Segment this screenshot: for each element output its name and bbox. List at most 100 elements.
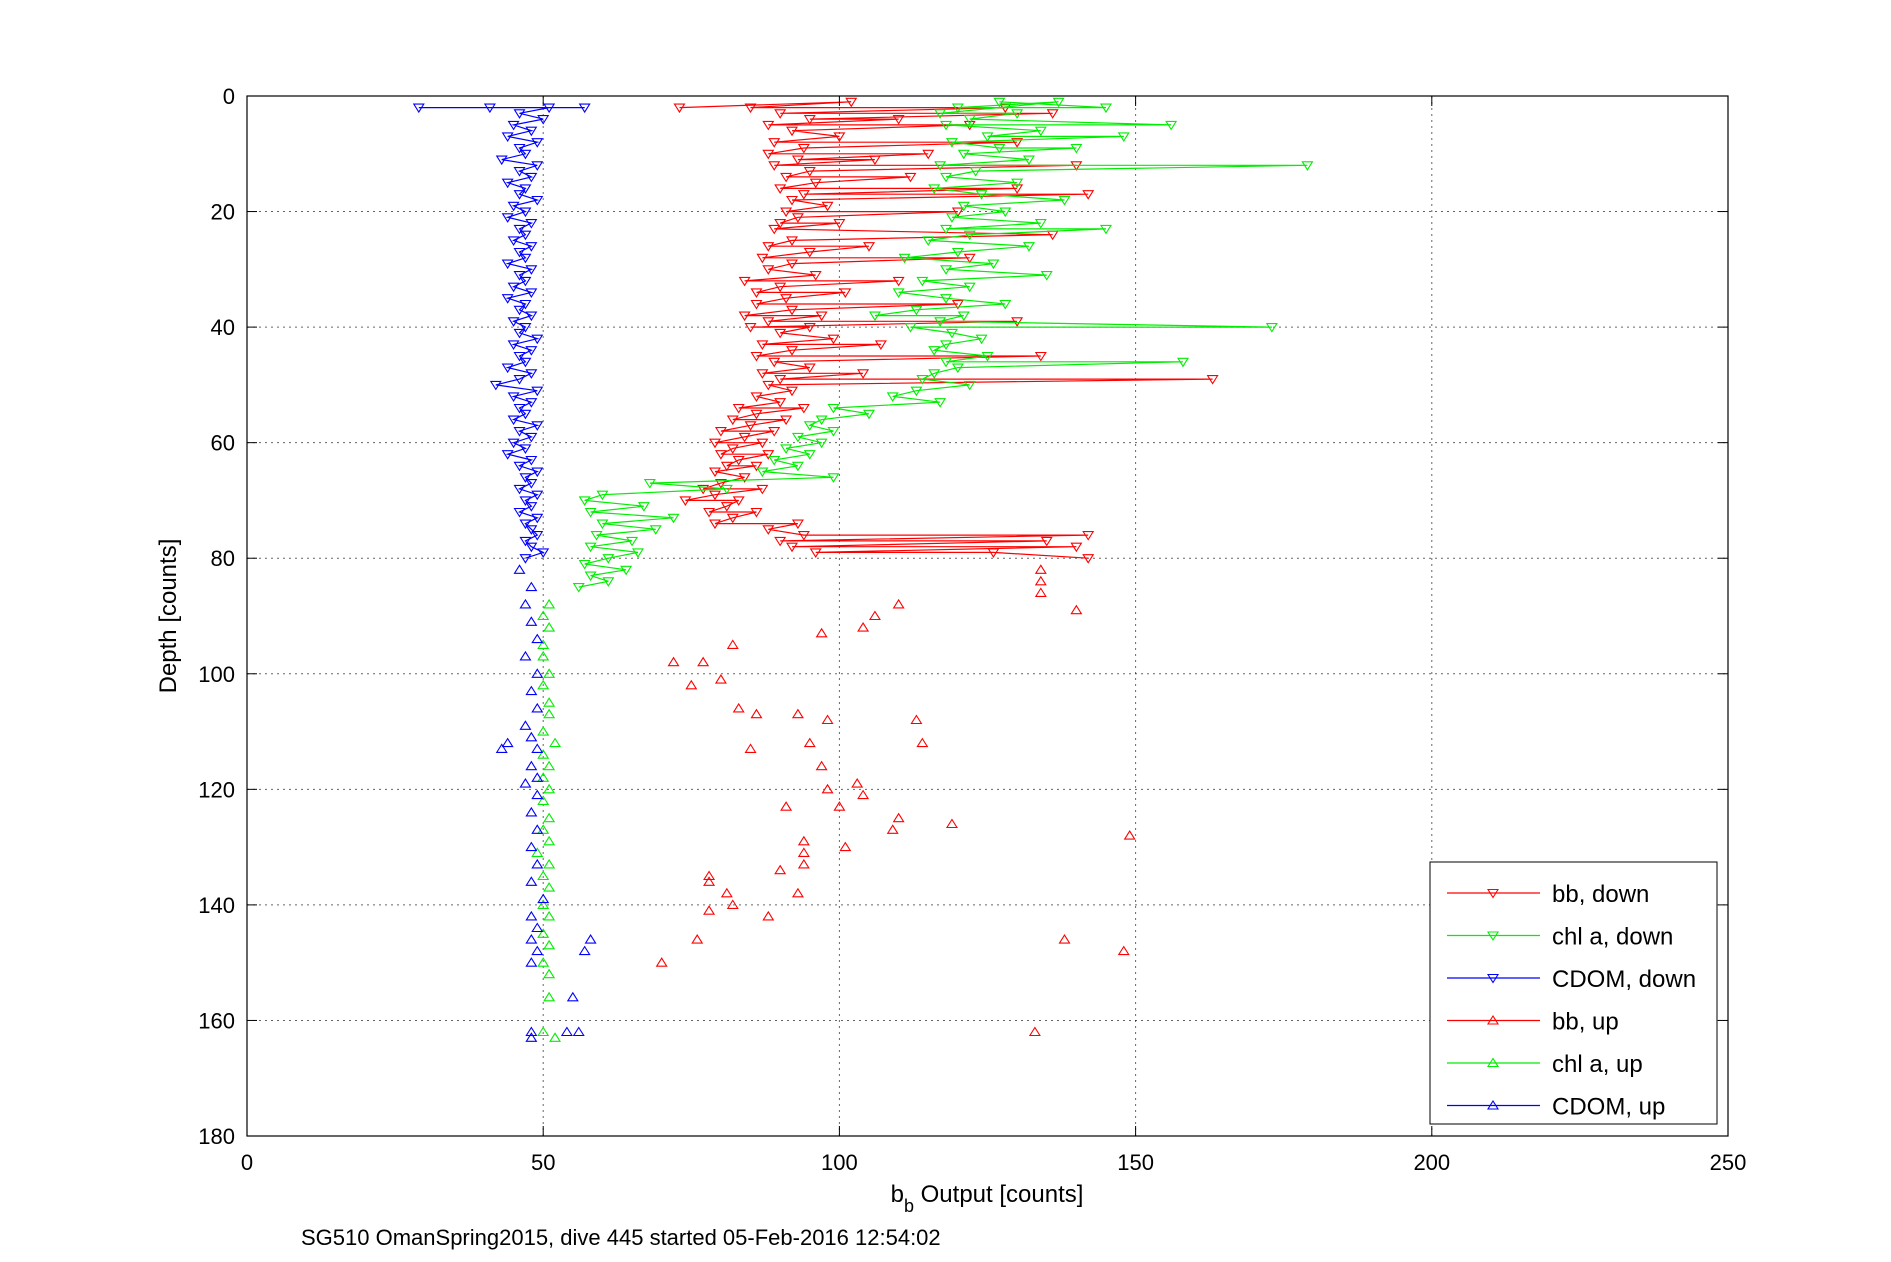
data-point-bb-down — [797, 531, 810, 541]
data-point-cdom-down — [519, 276, 532, 287]
data-point-cdom-up — [525, 760, 538, 771]
data-point-cdom-down — [513, 271, 526, 281]
data-point-cdom-down — [507, 438, 520, 449]
data-point-chl-a-down — [934, 317, 947, 327]
data-point-bb-up — [774, 864, 787, 875]
data-point-bb-down — [821, 201, 834, 212]
data-point-bb-up — [750, 708, 763, 719]
data-point-cdom-down — [525, 525, 538, 535]
data-point-chl-a-down — [999, 207, 1012, 218]
data-point-cdom-down — [578, 103, 591, 114]
data-point-chl-a-down — [940, 172, 953, 183]
data-point-bb-down — [709, 467, 721, 478]
y-tick-label: 0 — [223, 84, 235, 109]
data-point-chl-a-up — [543, 708, 556, 719]
data-point-bb-down — [809, 271, 822, 281]
data-point-bb-up — [1034, 575, 1047, 586]
data-point-bb-up — [892, 598, 905, 609]
data-point-chl-a-down — [1040, 271, 1053, 281]
data-point-bb-down — [1082, 554, 1095, 564]
data-point-bb-down — [756, 253, 769, 264]
y-tick-label: 60 — [211, 431, 235, 456]
data-point-chl-a-up — [543, 991, 556, 1002]
data-point-cdom-up — [525, 1026, 538, 1037]
data-point-bb-down — [791, 155, 804, 166]
x-axis-label: bb Output [counts] — [891, 1181, 1084, 1216]
data-point-bb-up — [1034, 587, 1047, 597]
data-point-bb-down — [786, 126, 799, 137]
data-point-bb-up — [821, 714, 834, 725]
data-point-chl-a-down — [981, 132, 994, 142]
data-point-chl-a-up — [537, 899, 550, 909]
data-point-chl-a-down — [975, 334, 988, 345]
data-point-bb-down — [803, 115, 816, 125]
data-point-cdom-up — [531, 743, 544, 753]
data-point-bb-up — [691, 934, 704, 944]
data-point-chl-a-down — [590, 531, 603, 541]
y-tick-label: 160 — [198, 1008, 235, 1033]
data-point-bb-down — [762, 525, 775, 535]
data-point-cdom-up — [537, 893, 550, 904]
data-point-cdom-down — [501, 259, 514, 270]
data-point-bb-up — [833, 801, 846, 811]
data-point-bb-down — [1011, 138, 1024, 148]
data-point-chl-a-down — [940, 120, 953, 131]
data-point-cdom-down — [507, 236, 520, 246]
data-point-cdom-up — [501, 737, 514, 748]
data-point-cdom-down — [513, 305, 526, 316]
data-point-chl-a-down — [602, 554, 615, 564]
data-point-chl-a-down — [898, 253, 911, 264]
data-point-bb-down — [738, 311, 751, 322]
data-point-chl-a-down — [934, 161, 947, 171]
data-point-chl-a-up — [543, 858, 556, 869]
data-point-chl-a-down — [815, 415, 828, 426]
data-point-chl-a-up — [549, 1032, 562, 1042]
data-point-bb-up — [1028, 1026, 1041, 1037]
data-point-bb-down — [762, 120, 775, 131]
data-point-chl-a-down — [963, 282, 976, 293]
data-point-bb-up — [815, 627, 828, 638]
data-point-chl-a-down — [993, 97, 1006, 108]
data-point-cdom-down — [531, 421, 544, 431]
data-point-bb-down — [1011, 184, 1024, 194]
data-point-chl-a-down — [756, 467, 769, 478]
data-point-chl-a-down — [951, 103, 964, 114]
data-point-cdom-down — [501, 213, 514, 223]
data-point-bb-down — [709, 490, 721, 501]
data-point-bb-down — [738, 432, 751, 443]
series-layer — [412, 97, 1314, 1042]
legend-label: CDOM, up — [1552, 1094, 1665, 1121]
data-point-cdom-up — [519, 650, 532, 661]
data-point-cdom-down — [525, 126, 538, 137]
data-point-bb-up — [697, 656, 710, 667]
data-point-chl-a-down — [780, 444, 793, 454]
data-point-chl-a-down — [649, 525, 662, 535]
data-point-bb-down — [1040, 536, 1053, 547]
data-point-bb-down — [756, 369, 769, 379]
data-point-chl-a-down — [584, 571, 597, 582]
data-point-chl-a-down — [916, 375, 929, 385]
data-point-bb-up — [791, 887, 804, 898]
data-point-chl-a-down — [892, 288, 905, 298]
data-point-cdom-up — [572, 1026, 585, 1037]
data-point-bb-down — [774, 219, 787, 229]
data-point-bb-up — [703, 870, 716, 881]
data-point-cdom-up — [525, 806, 538, 817]
data-point-cdom-down — [531, 467, 544, 478]
data-point-cdom-up — [566, 991, 579, 1002]
data-point-bb-down — [714, 479, 727, 489]
data-point-cdom-up — [560, 1026, 573, 1037]
data-point-chl-a-down — [720, 484, 733, 495]
data-point-cdom-down — [507, 392, 520, 402]
data-point-chl-a-down — [940, 357, 953, 368]
data-point-bb-up — [762, 910, 775, 921]
data-point-bb-down — [839, 288, 852, 298]
data-point-cdom-up — [525, 1032, 538, 1042]
data-point-chl-a-down — [827, 473, 840, 483]
data-point-cdom-up — [531, 633, 544, 644]
axis-ticks — [246, 95, 1729, 1137]
data-point-chl-a-up — [543, 697, 556, 707]
data-point-cdom-down — [519, 299, 532, 310]
data-point-bb-down — [857, 369, 870, 379]
y-tick-label: 80 — [211, 546, 235, 571]
